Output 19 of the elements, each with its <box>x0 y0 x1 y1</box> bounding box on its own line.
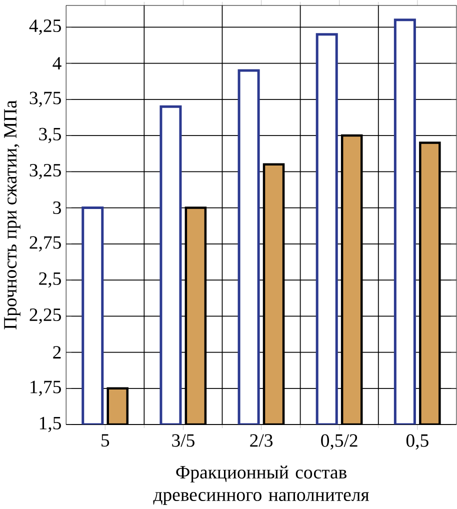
y-tick-label: 2 <box>53 346 61 358</box>
x-tick-label: 3/5 <box>172 434 194 447</box>
y-tick-label: 1,75 <box>30 380 62 396</box>
y-tick-label: 3,5 <box>39 128 62 144</box>
y-tick-label: 3,75 <box>30 92 62 108</box>
y-axis-title: Прочность при сжатии, МПа <box>4 100 20 330</box>
x-tick-label: 5 <box>102 434 110 447</box>
x-tick-label: 0,5/2 <box>321 434 358 450</box>
x-axis-title: Фракционный состав древесинного наполнителя <box>153 466 370 505</box>
y-tick-label: 4 <box>52 57 62 70</box>
y-tick-label: 3,25 <box>30 164 62 180</box>
y-tick-label: 1,5 <box>40 416 62 432</box>
y-tick-label: 2,5 <box>39 272 62 288</box>
y-tick-label: 3 <box>53 201 62 214</box>
y-tick-label: 2,75 <box>30 236 62 252</box>
x-tick-label: 0,5 <box>406 434 428 450</box>
y-tick-label: 4,25 <box>29 20 62 35</box>
y-tick-label: 2,25 <box>30 308 62 324</box>
x-tick-label: 2/3 <box>250 434 273 447</box>
